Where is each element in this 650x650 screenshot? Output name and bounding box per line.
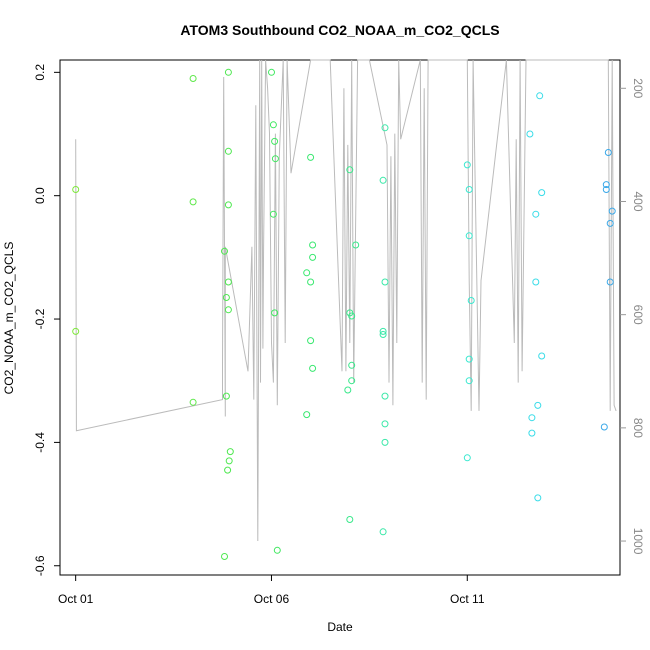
x-tick-label-2: Oct 11 [450,592,485,606]
y2-tick-label-3: 800 [631,418,645,438]
data-point-69 [608,207,616,215]
data-point-0 [72,186,80,193]
data-point-70 [606,219,614,227]
data-point-8 [222,392,230,400]
data-point-44 [379,331,387,338]
data-point-3 [189,198,197,206]
y-tick-label-1: -0.4 [33,432,47,453]
data-point-21 [269,210,277,218]
data-point-47 [381,438,389,446]
data-point-52 [467,297,475,304]
data-point-49 [463,161,471,169]
data-point-39 [346,516,354,523]
data-point-57 [536,92,544,100]
data-point-63 [528,414,536,422]
secondary-line-layer [75,59,617,542]
y2-tick-label-0: 200 [631,78,645,98]
data-point-1 [72,327,80,335]
data-point-64 [528,429,536,437]
data-point-46 [381,420,389,428]
data-point-65 [534,494,542,502]
y2-tick-label-1: 400 [631,191,645,211]
y-tick-label-3: 0.0 [33,187,47,204]
data-point-19 [271,137,279,145]
data-point-36 [348,377,356,385]
x-axis: Oct 01 Oct 06 Oct 11 [58,574,485,606]
data-point-13 [224,306,232,314]
data-point-15 [226,448,234,456]
secondary-line [75,59,617,542]
data-point-56 [526,130,534,138]
data-point-26 [307,153,315,161]
data-point-68 [602,186,610,193]
y-axis-label: CO2_NOAA_m_CO2_QCLS [2,242,16,395]
data-point-66 [604,149,612,156]
x-tick-label-1: Oct 06 [254,592,290,606]
data-point-4 [189,398,197,406]
data-point-7 [222,294,230,301]
data-point-23 [273,546,281,554]
data-point-55 [463,454,471,462]
data-point-10 [224,147,232,155]
chart-title: ATOM3 Southbound CO2_NOAA_m_CO2_QCLS [180,22,499,38]
data-point-22 [271,309,279,317]
x-tick-label-0: Oct 01 [58,592,94,606]
data-point-67 [602,181,610,189]
data-point-35 [348,361,356,369]
data-point-72 [600,423,608,431]
data-point-48 [379,528,387,536]
data-point-25 [303,411,311,419]
x-axis-label: Date [327,620,353,634]
data-point-50 [465,186,473,193]
points-layer [72,68,616,560]
data-point-40 [381,124,389,132]
data-point-31 [309,364,317,372]
data-point-17 [268,68,275,76]
data-point-12 [224,278,232,286]
y-tick-label-2: -0.2 [33,308,47,329]
data-point-43 [379,327,387,335]
data-point-53 [465,355,473,363]
data-point-58 [538,189,546,197]
data-point-20 [271,155,279,163]
y2-axis: 200 400 600 800 1000 [620,78,645,555]
data-point-2 [189,75,197,82]
data-point-37 [344,386,352,394]
y2-tick-label-2: 600 [631,305,645,325]
data-point-62 [534,401,542,409]
data-point-41 [379,176,387,184]
data-point-24 [303,269,311,277]
data-point-14 [225,457,233,465]
y-tick-label-4: 0.2 [33,64,47,81]
data-point-9 [224,68,232,76]
data-point-5 [221,247,228,255]
data-point-42 [381,278,389,286]
y2-tick-label-4: 1000 [631,528,645,555]
data-point-71 [606,278,614,286]
data-point-11 [224,201,232,209]
data-point-59 [532,210,540,218]
data-point-45 [381,392,389,400]
data-point-30 [307,337,315,345]
data-point-51 [465,232,473,240]
data-point-18 [269,121,277,129]
data-point-38 [352,241,360,249]
data-point-34 [348,312,356,320]
data-point-29 [307,278,315,286]
data-point-28 [309,253,317,261]
data-point-16 [224,466,232,474]
data-point-61 [538,352,546,360]
data-point-6 [221,553,228,560]
data-point-54 [465,377,473,385]
data-point-27 [309,241,317,249]
y-axis: -0.6 -0.4 -0.2 0.0 0.2 [33,64,60,576]
data-point-32 [346,166,354,174]
y-tick-label-0: -0.6 [33,555,47,576]
data-point-60 [532,278,540,286]
